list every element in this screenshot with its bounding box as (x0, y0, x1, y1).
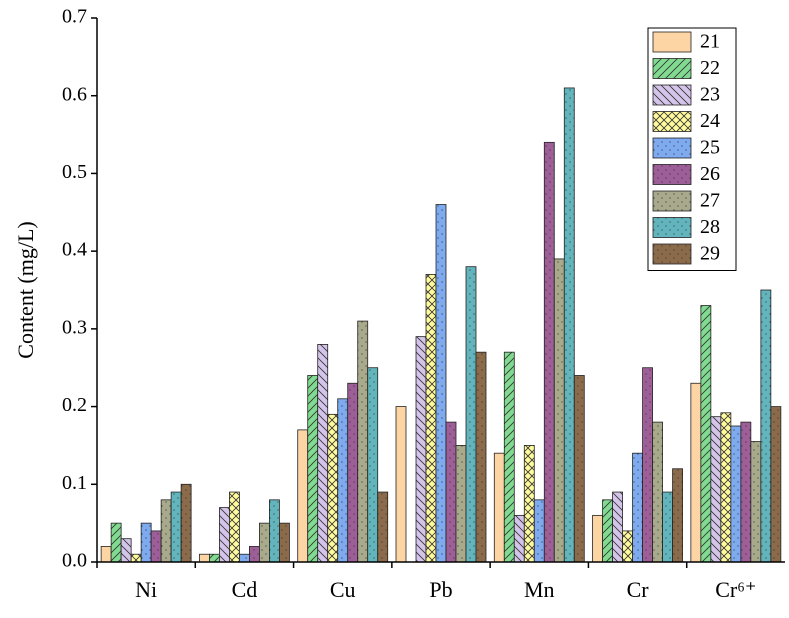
legend-label: 26 (700, 163, 720, 185)
bar (377, 491, 389, 563)
bar (523, 445, 535, 563)
bar (269, 499, 280, 563)
bar (435, 204, 447, 563)
bar (622, 530, 633, 563)
legend-label: 22 (700, 57, 720, 79)
bar (592, 514, 603, 563)
y-tick-label: 0.6 (62, 83, 87, 105)
bar (513, 514, 525, 563)
bar (425, 274, 437, 563)
bar (110, 522, 122, 563)
legend-swatch (652, 190, 692, 212)
bar (602, 499, 613, 563)
legend-swatch (652, 58, 692, 79)
bar (493, 452, 505, 563)
bar (219, 507, 230, 563)
bar (573, 375, 585, 563)
legend-swatch (652, 164, 692, 185)
bar (180, 483, 192, 563)
x-tick-label: Cu (330, 577, 356, 602)
legend-label: 28 (700, 216, 720, 238)
legend-label: 25 (700, 137, 720, 159)
y-tick-label: 0.0 (62, 550, 87, 572)
bar (475, 351, 487, 563)
y-tick-label: 0.5 (62, 161, 87, 183)
bar (170, 491, 182, 563)
bar (307, 375, 319, 563)
legend-swatch (652, 243, 692, 265)
bar (160, 499, 172, 563)
bar (503, 351, 515, 563)
bar (327, 413, 339, 563)
y-tick-label: 0.1 (62, 472, 87, 494)
x-tick-label: Pb (429, 577, 452, 602)
bar (347, 382, 359, 563)
bar (140, 522, 152, 563)
bar (297, 429, 309, 563)
x-tick-label: Cr⁶⁺ (715, 577, 756, 602)
bar (259, 522, 270, 563)
legend-label: 27 (700, 190, 720, 212)
bar (750, 441, 762, 563)
bar (760, 289, 772, 563)
bar (730, 425, 742, 563)
legend-label: 29 (700, 243, 720, 265)
legend-label: 24 (700, 110, 720, 132)
y-tick-label: 0.2 (62, 394, 87, 416)
y-axis-label: Content (mg/L) (13, 221, 38, 358)
bar (740, 421, 752, 563)
bar (700, 305, 712, 563)
bar (553, 258, 565, 563)
bar (279, 522, 290, 563)
bar (100, 546, 112, 563)
legend-label: 21 (700, 31, 720, 53)
bar (662, 491, 673, 563)
y-tick-label: 0.4 (62, 239, 87, 261)
bar (770, 406, 782, 563)
bar (455, 445, 467, 563)
legend-swatch (652, 137, 692, 159)
x-tick-label: Ni (135, 577, 157, 602)
bar (543, 141, 555, 563)
bar (209, 553, 220, 563)
bar (612, 491, 623, 563)
bar (445, 421, 457, 563)
bar (357, 320, 369, 563)
bar (642, 367, 653, 563)
legend-swatch (652, 217, 692, 238)
bar (563, 87, 575, 563)
y-tick-label: 0.7 (62, 6, 87, 28)
bar (229, 491, 240, 563)
x-tick-label: Cr (627, 577, 650, 602)
x-tick-label: Mn (524, 577, 555, 602)
bar (150, 530, 162, 563)
legend-swatch (652, 31, 692, 53)
x-tick-label: Cd (232, 577, 258, 602)
bar (652, 421, 663, 563)
bar (720, 412, 732, 563)
bar (130, 553, 142, 563)
bar (690, 382, 702, 563)
bar (672, 468, 683, 563)
bar (533, 499, 545, 563)
y-tick-label: 0.3 (62, 316, 87, 338)
bar (415, 336, 427, 563)
bar (710, 416, 722, 563)
bar (239, 553, 250, 563)
bar (632, 452, 643, 563)
bar (465, 266, 477, 563)
legend-swatch (652, 111, 692, 132)
bar (249, 546, 260, 563)
legend-label: 23 (700, 84, 720, 106)
bar (199, 553, 210, 563)
bar (395, 406, 407, 563)
bar (317, 343, 329, 563)
bar (120, 538, 132, 563)
bar (367, 367, 379, 563)
legend-swatch (652, 84, 692, 106)
bar (337, 398, 349, 563)
